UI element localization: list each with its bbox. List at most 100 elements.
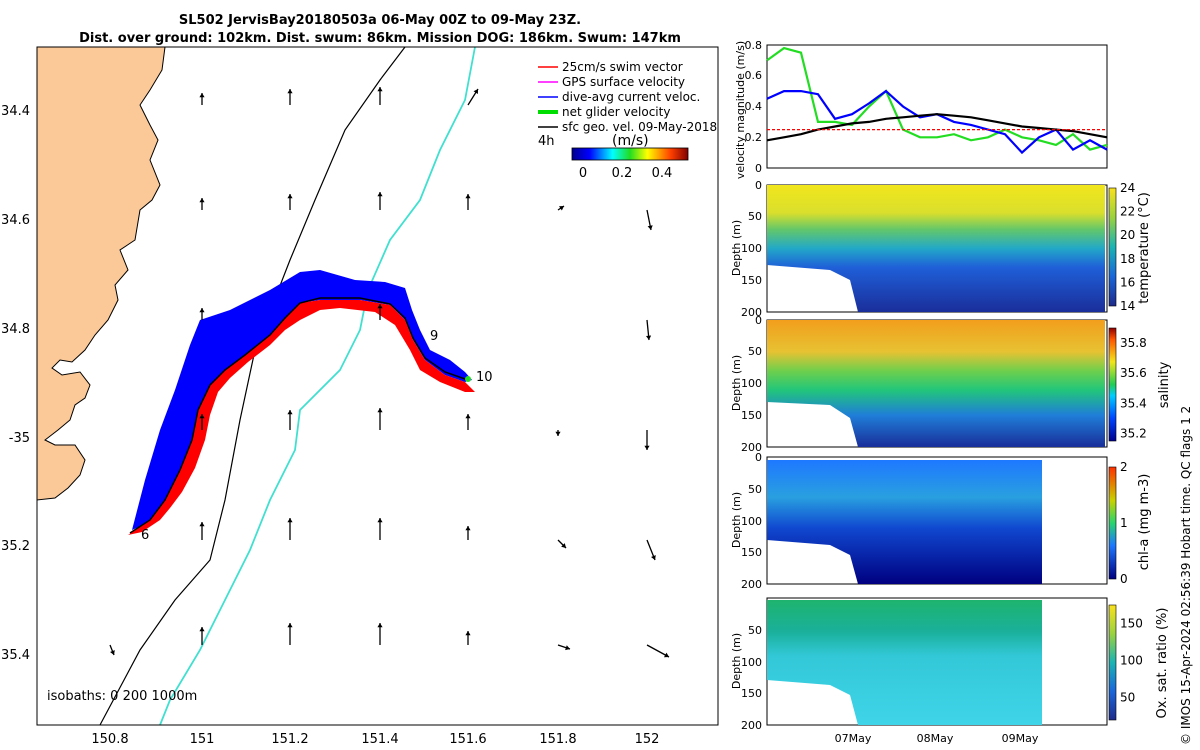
velocity-ytick: 0 bbox=[755, 162, 762, 175]
map-xtick-label: 152 bbox=[635, 732, 660, 747]
glider-position bbox=[465, 376, 471, 382]
geo-arrow-head bbox=[287, 518, 293, 523]
map-land bbox=[36, 46, 166, 501]
geo-arrow-head bbox=[287, 194, 293, 199]
isobath-200 bbox=[159, 46, 476, 726]
map-y-axis: 34.4 34.6 34.8 -35 35.2 35.4 bbox=[1, 104, 30, 663]
legend-label-gps: GPS surface velocity bbox=[562, 75, 685, 89]
map-ytick-label: 34.8 bbox=[1, 322, 30, 337]
chla-ytick: 50 bbox=[748, 483, 762, 496]
title-line-2: Dist. over ground: 102km. Dist. swum: 86… bbox=[79, 31, 681, 46]
colorbar-tick-label: 35.6 bbox=[1120, 366, 1147, 380]
temperature-colorbar bbox=[1108, 187, 1117, 307]
colorbar-tick-label: 22 bbox=[1120, 205, 1135, 219]
map-legend: 25cm/s swim vector GPS surface velocity … bbox=[538, 60, 717, 181]
oxygen-panel: Ox. sat. ratio (%) Depth (m) 50 100 150 … bbox=[730, 597, 1170, 745]
oxygen-ytick: 50 bbox=[748, 624, 762, 637]
map-xtick-label: 151 bbox=[190, 732, 215, 747]
colorbar-tick-label: 18 bbox=[1120, 252, 1135, 266]
legend-label-net: net glider velocity bbox=[562, 105, 670, 119]
geo-arrow-head bbox=[465, 631, 471, 636]
colorbar-tick-label: 35.4 bbox=[1120, 396, 1147, 410]
geo-arrow-head bbox=[651, 555, 656, 560]
colorbar-tick-label: 14 bbox=[1120, 299, 1135, 313]
salinity-ylabel: Depth (m) bbox=[730, 355, 743, 411]
colorbar-tick-label: 24 bbox=[1120, 181, 1135, 195]
salinity-colorbar bbox=[1108, 327, 1117, 442]
speed-colorbar bbox=[571, 147, 689, 161]
oxygen-ytick: 150 bbox=[741, 687, 762, 700]
velocity-ytick: 0.4 bbox=[745, 100, 763, 113]
track-label-9: 9 bbox=[430, 329, 438, 344]
geo-arrow-head bbox=[287, 410, 293, 415]
geo-arrow-head bbox=[110, 650, 115, 655]
geo-arrow-head bbox=[199, 627, 205, 632]
map-ytick-label: 35.2 bbox=[1, 539, 30, 554]
geo-arrow-head bbox=[565, 645, 570, 651]
temperature-ylabel: Depth (m) bbox=[730, 220, 743, 276]
geo-arrow-head bbox=[377, 304, 383, 309]
map-xtick-label: 151.8 bbox=[539, 732, 576, 747]
chla-ytick: 100 bbox=[741, 515, 762, 528]
colorbar-tick-label: 35.8 bbox=[1120, 336, 1147, 350]
oxygen-colorbar bbox=[1108, 604, 1117, 721]
salinity-ytick: 100 bbox=[741, 377, 762, 390]
geo-arrow-head bbox=[199, 522, 205, 527]
oxygen-field bbox=[767, 600, 1042, 725]
isobaths-label: isobaths: 0 200 1000m bbox=[47, 689, 197, 704]
velocity-series-line bbox=[766, 46, 1108, 151]
geo-arrow-head bbox=[555, 431, 561, 436]
map-ytick-label: -35 bbox=[9, 431, 30, 446]
velocity-series-line bbox=[766, 113, 1108, 142]
chla-ytick: 200 bbox=[741, 578, 762, 591]
colorbar-tick-label: 0 bbox=[1120, 572, 1128, 586]
salinity-clabel: salinity bbox=[1157, 361, 1172, 408]
chla-ytick: 150 bbox=[741, 546, 762, 559]
velocity-panel: 0.8 0.6 0.4 0.2 0 velocity magnitude (m/… bbox=[734, 39, 1108, 179]
map-panel: 9 10 6 150.8 151 151.2 151.4 151.6 151.8… bbox=[1, 46, 719, 747]
geo-arrow-head bbox=[199, 198, 205, 203]
temperature-panel: temperature (°C) Depth (m) 0 50 100 150 … bbox=[730, 179, 1152, 319]
colorbar-tick: 0 bbox=[579, 166, 587, 181]
chla-panel: chl-a (mg m-3) Depth (m) 0 50 100 150 20… bbox=[730, 451, 1152, 591]
colorbar-tick: 0.4 bbox=[652, 166, 673, 181]
map-ytick-label: 34.6 bbox=[1, 213, 30, 228]
velocity-ytick: 0.6 bbox=[745, 69, 763, 82]
salinity-ytick: 200 bbox=[741, 441, 762, 454]
salinity-ytick: 50 bbox=[748, 345, 762, 358]
map-xtick-label: 151.6 bbox=[449, 732, 486, 747]
velocity-ytick: 0.2 bbox=[745, 131, 763, 144]
oxygen-ytick: 200 bbox=[741, 719, 762, 732]
geo-arrow-head bbox=[465, 526, 471, 531]
credit-text: © IMOS 15-Apr-2024 02:56:39 Hobart time.… bbox=[1179, 406, 1193, 745]
geo-arrow-head bbox=[465, 414, 471, 419]
geo-arrow-head bbox=[377, 408, 383, 413]
colorbar-unit: (m/s) bbox=[612, 133, 649, 149]
track-label-10: 10 bbox=[476, 370, 493, 385]
isobath-1000 bbox=[99, 46, 406, 726]
geo-arrow-head bbox=[287, 89, 293, 94]
temperature-ytick: 150 bbox=[741, 274, 762, 287]
colorbar-tick-label: 50 bbox=[1120, 691, 1135, 705]
salinity-ytick: 0 bbox=[755, 314, 762, 327]
chla-field bbox=[767, 460, 1042, 584]
time-xtick: 07May bbox=[835, 732, 872, 745]
colorbar-tick-label: 100 bbox=[1120, 654, 1143, 668]
geo-arrow-head bbox=[199, 93, 205, 98]
temperature-ytick: 200 bbox=[741, 306, 762, 319]
map-xtick-label: 151.2 bbox=[271, 732, 308, 747]
salinity-panel: salinity Depth (m) 0 50 100 150 200 bbox=[730, 314, 1172, 454]
swim-band bbox=[128, 300, 475, 535]
chla-ytick: 0 bbox=[755, 451, 762, 464]
chla-clabel: chl-a (mg m-3) bbox=[1137, 474, 1152, 571]
map-xtick-label: 151.4 bbox=[361, 732, 398, 747]
velocity-series bbox=[766, 46, 1108, 155]
colorbar-tick-label: 150 bbox=[1120, 617, 1143, 631]
colorbar-tick-label: 16 bbox=[1120, 275, 1135, 289]
oxygen-ylabel: Depth (m) bbox=[730, 633, 743, 689]
map-frame bbox=[36, 46, 719, 726]
salinity-field bbox=[767, 320, 1105, 447]
colorbar-tick-label: 1 bbox=[1120, 516, 1128, 530]
velocity-ytick: 0.8 bbox=[745, 39, 763, 52]
legend-label-geo: sfc geo. vel. 09-May-2018 bbox=[562, 120, 717, 134]
